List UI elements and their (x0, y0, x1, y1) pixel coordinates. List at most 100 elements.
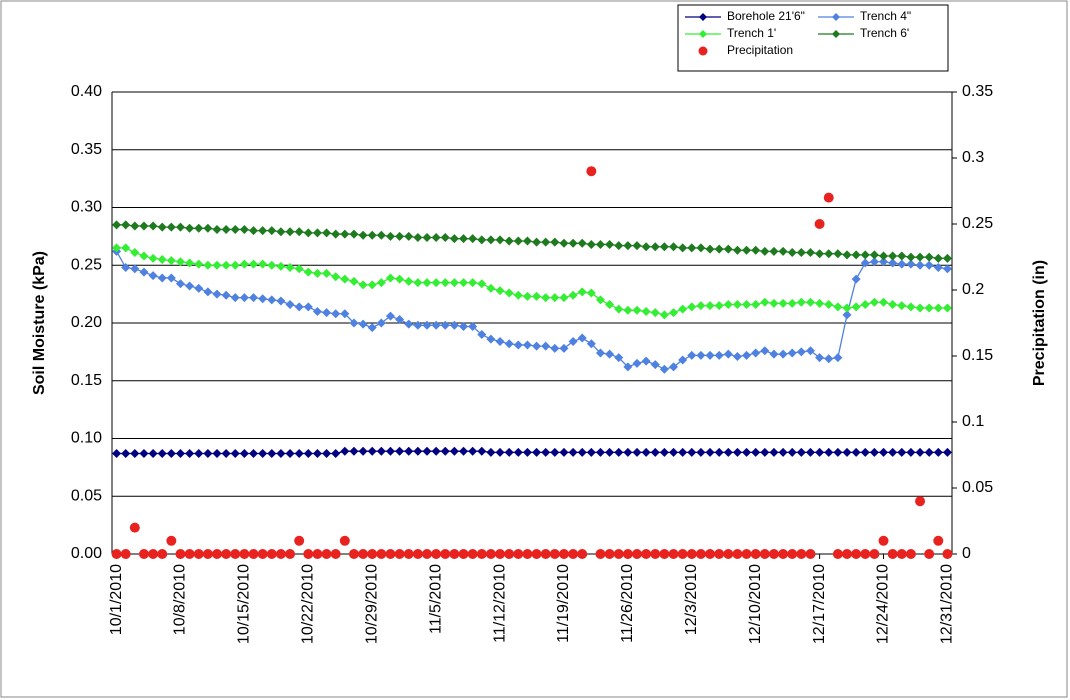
y2-tick-label: 0.3 (962, 149, 984, 166)
scatter-point (385, 549, 396, 559)
scatter-point (212, 549, 222, 559)
point-marker (906, 302, 916, 312)
point-marker (203, 260, 213, 270)
point-marker (230, 224, 240, 234)
point-marker (623, 305, 633, 315)
point-marker (249, 259, 259, 269)
point-marker (367, 280, 377, 290)
point-marker (842, 447, 852, 457)
point-marker (440, 320, 450, 330)
scatter-point (285, 549, 296, 559)
point-marker (404, 319, 414, 329)
point-marker (486, 235, 496, 245)
point-marker (614, 447, 624, 457)
point-marker (477, 235, 487, 245)
point-marker (595, 447, 605, 457)
point-marker (842, 303, 852, 313)
point-marker (659, 364, 669, 374)
point-marker (778, 447, 788, 457)
point-marker (742, 245, 752, 255)
point-marker (157, 254, 167, 264)
point-marker (294, 302, 304, 312)
point-marker (175, 222, 185, 232)
point-marker (413, 446, 423, 456)
point-marker (586, 239, 596, 249)
point-marker (532, 447, 542, 457)
point-marker (659, 310, 669, 320)
point-marker (751, 447, 761, 457)
point-marker (824, 249, 834, 259)
point-marker (139, 221, 149, 231)
point-marker (166, 449, 176, 459)
point-marker (486, 334, 496, 344)
point-marker (221, 290, 231, 300)
point-marker (614, 353, 624, 363)
point-marker (778, 246, 788, 256)
scatter-point (568, 549, 579, 559)
scatter-point (933, 535, 944, 546)
point-marker (385, 311, 395, 321)
point-marker (312, 306, 322, 316)
x-tick-label: 11/19/2010 (555, 564, 572, 643)
y2-axis-title: Precipitation (in) (1031, 260, 1048, 386)
point-marker (504, 288, 514, 298)
point-marker (112, 243, 122, 253)
point-marker (860, 447, 870, 457)
point-marker (550, 237, 560, 247)
y-tick-label: 0.20 (71, 314, 102, 331)
scatter-point (768, 549, 779, 559)
point-marker (869, 447, 879, 457)
x-tick-label: 11/12/2010 (491, 564, 508, 643)
point-marker (468, 446, 478, 456)
point-marker (267, 260, 277, 270)
scatter-point (805, 549, 816, 559)
point-marker (559, 238, 569, 248)
point-marker (860, 258, 870, 268)
point-marker (714, 447, 724, 457)
point-marker (650, 360, 660, 370)
x-tick-label: 12/17/2010 (811, 564, 828, 644)
scatter-point (431, 549, 442, 559)
point-marker (367, 446, 377, 456)
point-marker (732, 447, 742, 457)
point-marker (395, 231, 405, 241)
point-marker (586, 447, 596, 457)
point-marker (605, 239, 615, 249)
point-marker (431, 446, 441, 456)
point-marker (249, 449, 259, 459)
scatter-point (887, 549, 898, 559)
point-marker (641, 447, 651, 457)
point-marker (404, 276, 414, 286)
point-marker (796, 297, 806, 307)
point-marker (239, 293, 249, 303)
point-marker (249, 226, 259, 236)
scatter-point (193, 549, 204, 559)
point-marker (459, 446, 469, 456)
scatter-point (358, 549, 369, 559)
point-marker (915, 252, 925, 262)
point-marker (787, 447, 797, 457)
point-marker (404, 231, 414, 241)
point-marker (349, 229, 359, 239)
point-marker (112, 449, 122, 459)
point-marker (632, 447, 642, 457)
scatter-point (878, 535, 889, 546)
point-marker (669, 447, 679, 457)
point-marker (422, 320, 432, 330)
point-marker (787, 298, 797, 308)
y2-tick-label: 0 (962, 545, 971, 562)
point-marker (276, 449, 286, 459)
point-marker (605, 349, 615, 359)
scatter-point (759, 549, 770, 559)
point-marker (678, 304, 688, 314)
point-marker (194, 449, 204, 459)
point-marker (175, 257, 185, 267)
point-marker (723, 447, 733, 457)
point-marker (294, 227, 304, 237)
point-marker (340, 309, 350, 319)
point-marker (541, 447, 551, 457)
point-marker (550, 447, 560, 457)
legend-label: Trench 6' (860, 26, 909, 40)
point-marker (212, 224, 222, 234)
